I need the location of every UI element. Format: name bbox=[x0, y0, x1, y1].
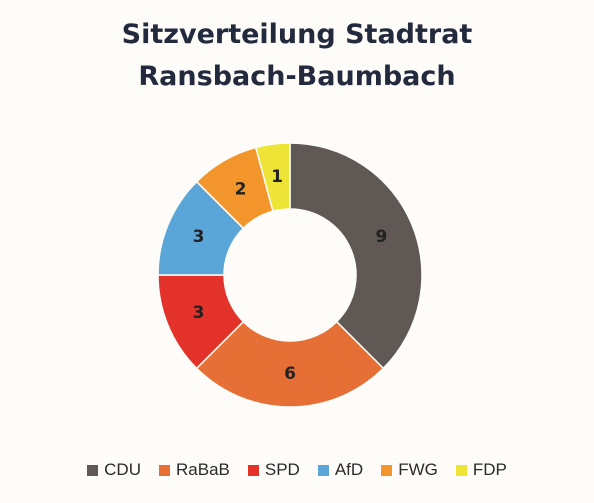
legend-item-fwg: FWG bbox=[381, 460, 438, 480]
legend-label: FDP bbox=[472, 460, 507, 479]
legend-label: RaBaB bbox=[176, 460, 230, 479]
legend-item-spd: SPD bbox=[247, 460, 300, 480]
data-label-afd: 3 bbox=[193, 227, 205, 247]
data-label-cdu: 9 bbox=[376, 227, 388, 247]
legend-item-rabab: RaBaB bbox=[159, 460, 230, 480]
legend-swatch bbox=[455, 464, 467, 476]
legend-swatch bbox=[87, 464, 99, 476]
slice-rabab bbox=[195, 320, 385, 408]
data-label-fwg: 2 bbox=[235, 179, 247, 199]
legend-swatch bbox=[381, 464, 393, 476]
legend-label: AfD bbox=[334, 460, 364, 479]
legend-item-fdp: FDP bbox=[455, 460, 507, 480]
chart-title-line-2: Ransbach-Baumbach bbox=[138, 61, 456, 92]
legend-item-cdu: CDU bbox=[87, 460, 141, 480]
data-label-fdp: 1 bbox=[271, 167, 283, 187]
data-label-rabab: 6 bbox=[284, 364, 296, 384]
legend-label: CDU bbox=[104, 460, 141, 479]
legend-swatch bbox=[159, 464, 170, 476]
legend-label: SPD bbox=[264, 460, 300, 479]
slice-fdp bbox=[254, 142, 291, 213]
slice-cdu bbox=[289, 142, 423, 370]
legend-swatch bbox=[317, 464, 329, 476]
data-label-spd: 3 bbox=[193, 303, 205, 323]
legend-swatch bbox=[247, 464, 259, 476]
chart-legend: CDU RaBaB SPD AfD FWG FDP bbox=[0, 460, 594, 480]
chart-title-line-1: Sitzverteilung Stadtrat bbox=[121, 19, 473, 50]
legend-item-afd: AfD bbox=[317, 460, 364, 480]
chart-title: Sitzverteilung Stadtrat Ransbach-Baumbac… bbox=[0, 14, 594, 98]
legend-label: FWG bbox=[398, 460, 438, 479]
